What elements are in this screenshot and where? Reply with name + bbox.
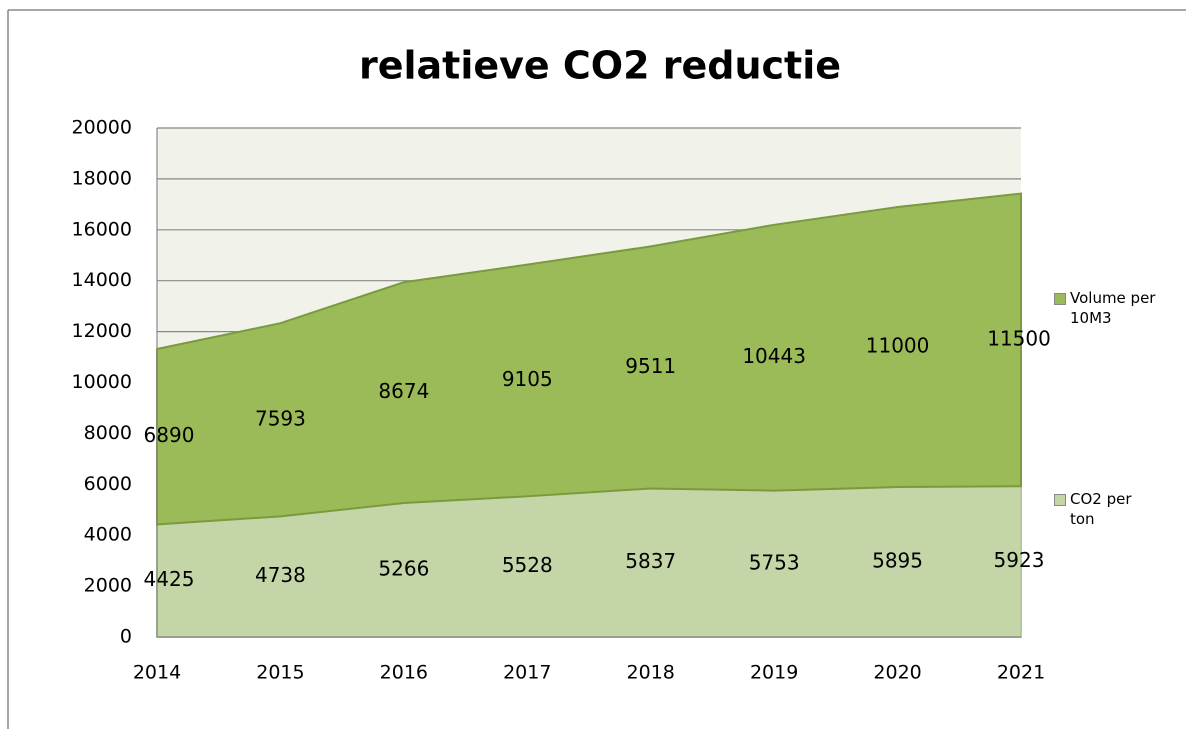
legend-swatch <box>1054 293 1066 305</box>
data-label: 5753 <box>749 550 800 574</box>
data-label: 5528 <box>502 553 553 577</box>
data-label: 11000 <box>866 333 930 357</box>
y-tick-label: 18000 <box>72 167 132 189</box>
data-label: 5837 <box>625 549 676 573</box>
legend-item: CO2 per ton <box>1054 489 1159 529</box>
x-tick-label: 2018 <box>627 662 675 684</box>
x-tick-label: 2017 <box>503 662 551 684</box>
data-label: 10443 <box>742 344 806 368</box>
data-label: 8674 <box>378 379 429 403</box>
y-tick-label: 8000 <box>84 422 132 444</box>
legend-swatch <box>1054 494 1066 506</box>
data-label: 5923 <box>994 548 1045 572</box>
x-tick-label: 2016 <box>380 662 428 684</box>
y-tick-label: 4000 <box>84 524 132 546</box>
chart-title: relatieve CO2 reductie <box>359 44 841 88</box>
y-tick-label: 0 <box>120 626 132 648</box>
legend-item: Volume per 10M3 <box>1054 288 1159 328</box>
y-tick-label: 12000 <box>72 320 132 342</box>
y-tick-label: 14000 <box>72 269 132 291</box>
y-tick-label: 16000 <box>72 218 132 240</box>
data-label: 5266 <box>378 556 429 580</box>
data-label: 6890 <box>144 423 195 447</box>
legend-label: CO2 per ton <box>1070 490 1132 528</box>
y-tick-label: 2000 <box>84 575 132 597</box>
data-label: 4738 <box>255 563 306 587</box>
data-label: 7593 <box>255 406 306 430</box>
y-tick-label: 10000 <box>72 371 132 393</box>
data-label: 9105 <box>502 367 553 391</box>
x-tick-label: 2015 <box>256 662 304 684</box>
x-tick-label: 2020 <box>873 662 921 684</box>
x-tick-label: 2019 <box>750 662 798 684</box>
area <box>156 192 1022 526</box>
x-tick-label: 2014 <box>133 662 181 684</box>
y-tick-label: 6000 <box>84 473 132 495</box>
data-label: 11500 <box>987 326 1051 350</box>
x-tick-label: 2021 <box>997 662 1045 684</box>
data-label: 9511 <box>625 354 676 378</box>
legend-label: Volume per 10M3 <box>1070 289 1156 327</box>
data-label: 5895 <box>872 548 923 572</box>
y-tick-label: 20000 <box>72 117 132 139</box>
data-label: 4425 <box>144 567 195 591</box>
